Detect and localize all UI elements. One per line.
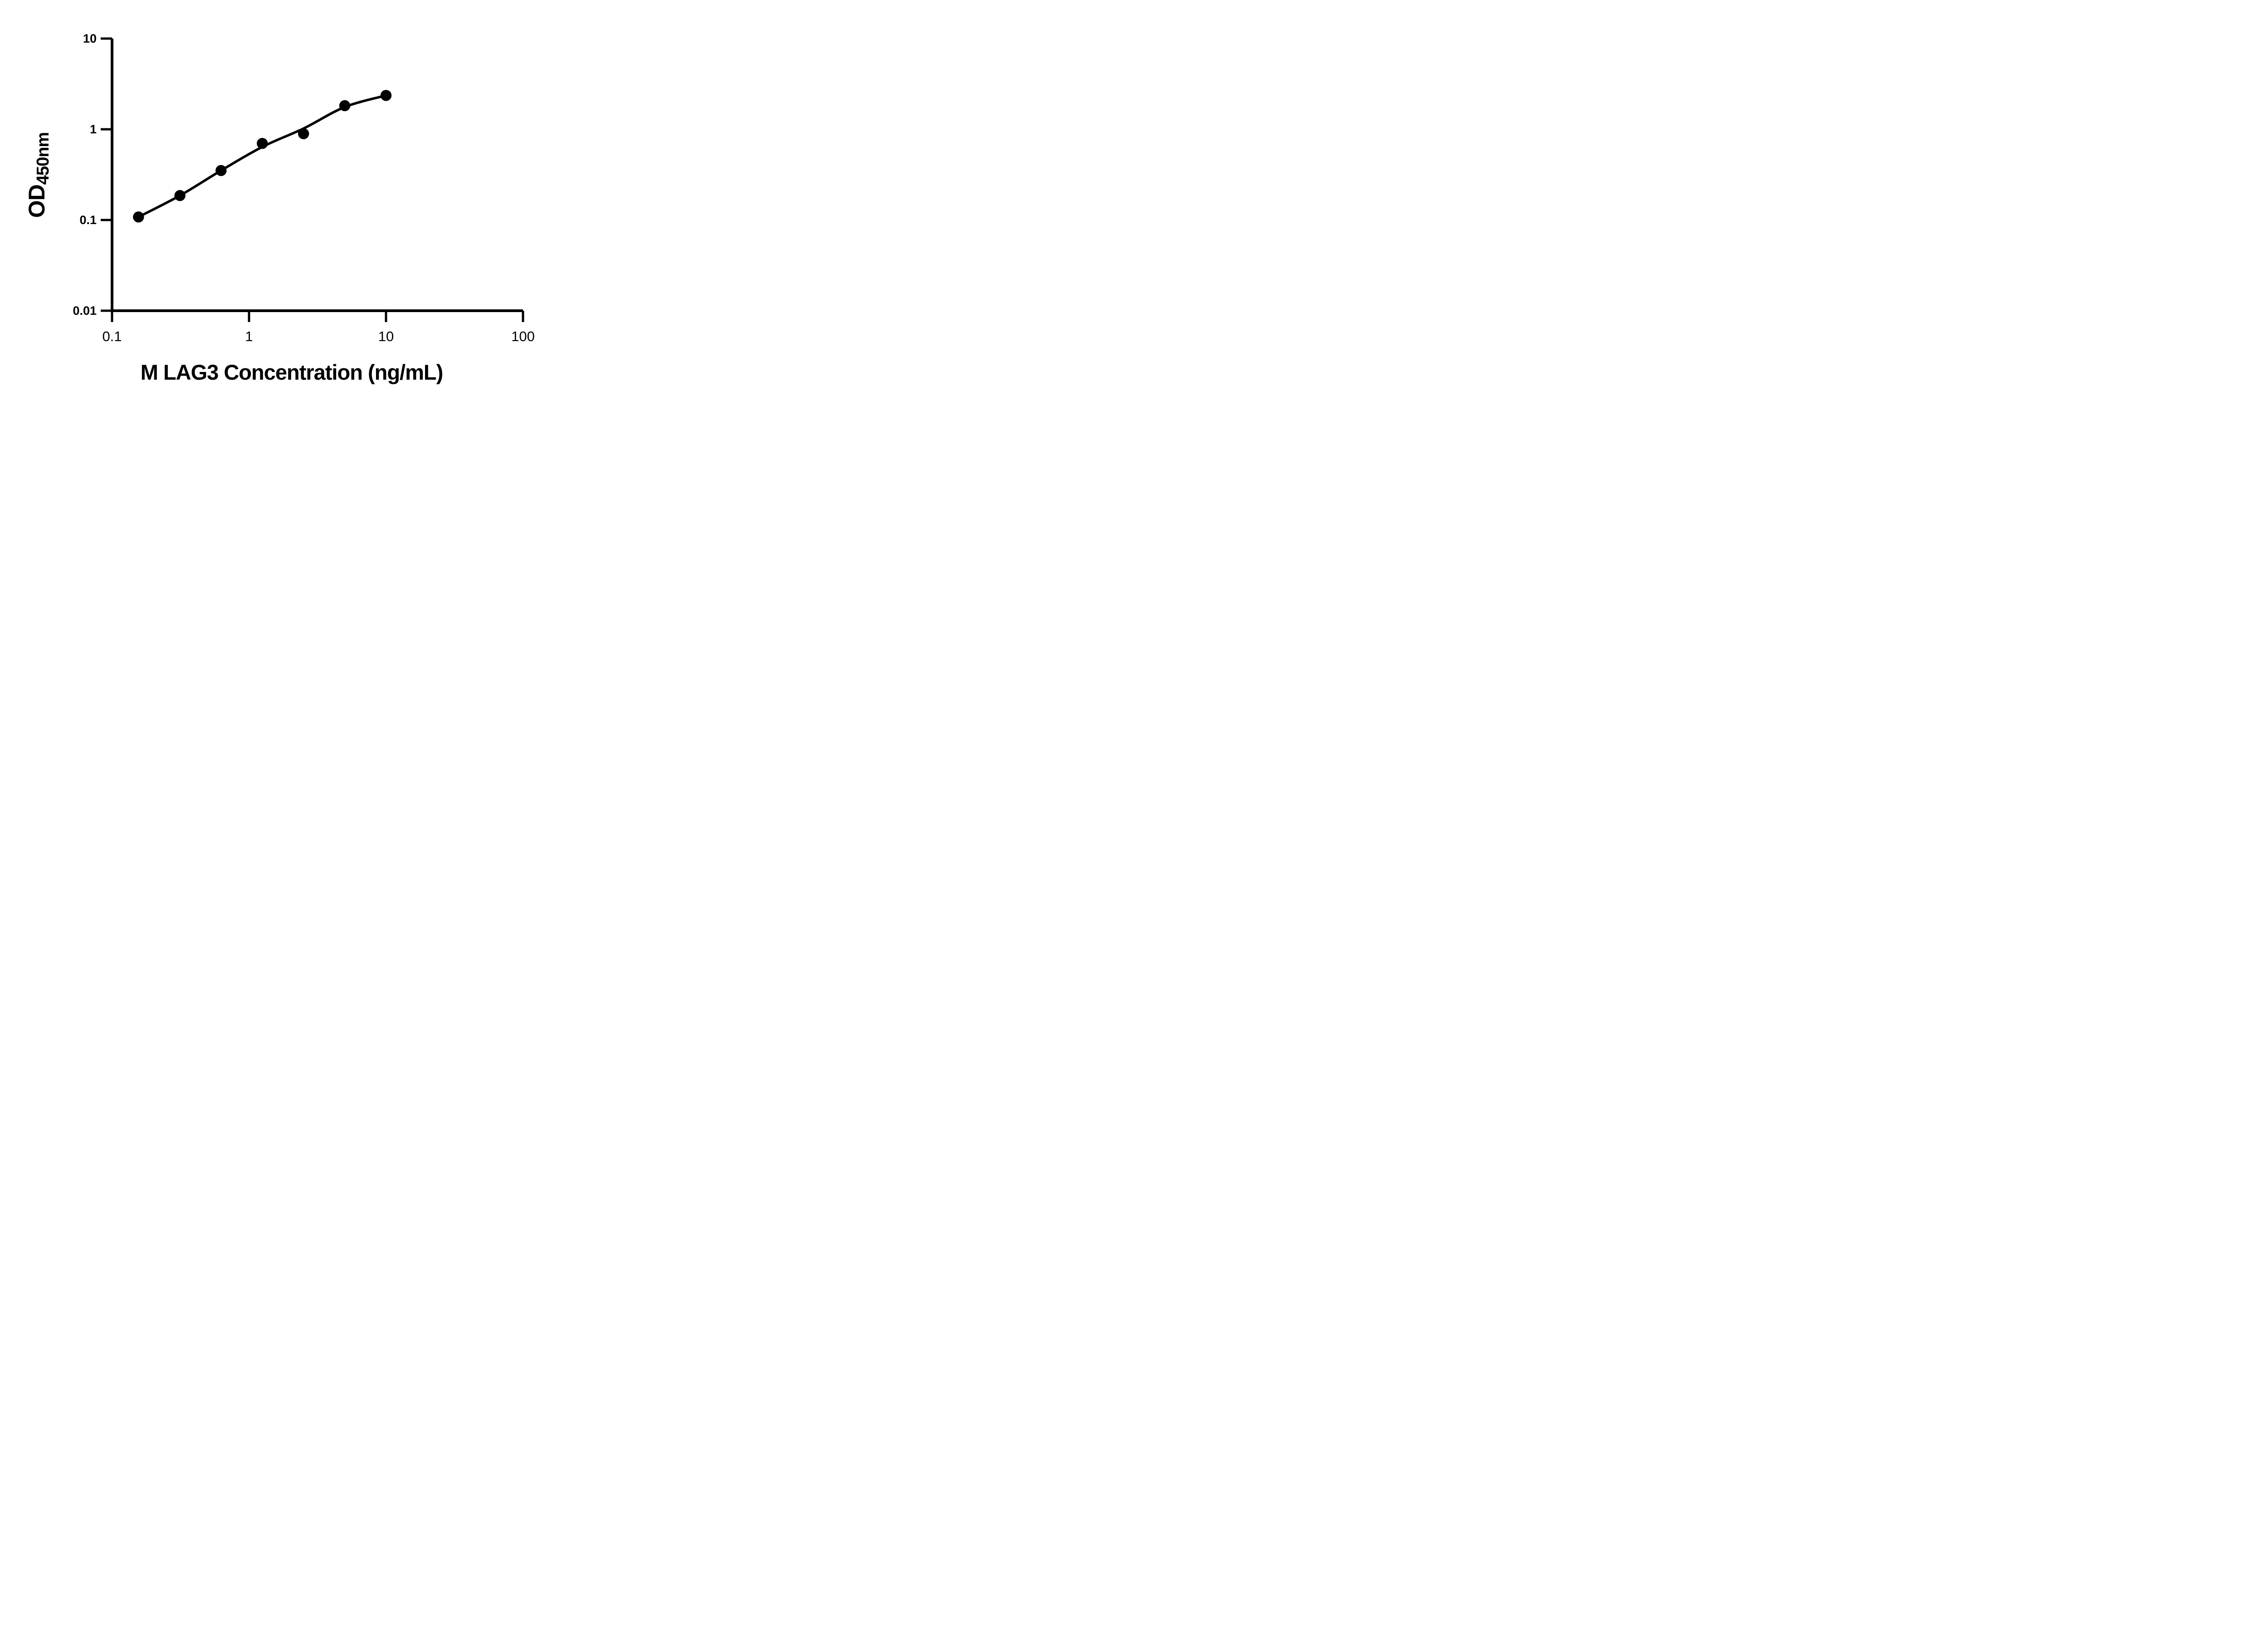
x-tick-label: 100 — [511, 328, 535, 344]
data-point — [257, 138, 268, 149]
data-point — [215, 165, 227, 176]
elisa-standard-curve-figure: 10 1 0.1 0.01 0.1 1 10 100 M LAG3 Concentration… — [0, 0, 583, 408]
y-tick-label: 10 — [83, 32, 97, 45]
y-axis-title-main: OD — [24, 185, 49, 218]
x-axis-title: M LAG3 Concentration (ng/mL) — [140, 360, 444, 384]
y-tick-label: 0.1 — [79, 213, 97, 227]
y-axis-title-subscript: 450nm — [34, 132, 53, 185]
x-tick-label: 1 — [245, 328, 253, 344]
y-tick-label: 1 — [90, 122, 97, 136]
data-point — [174, 190, 186, 201]
data-point — [380, 90, 392, 101]
y-axis-title: OD450nm — [24, 0, 53, 357]
data-point — [133, 211, 144, 223]
x-tick-label: 0.1 — [102, 328, 122, 344]
x-tick-label: 10 — [378, 328, 394, 344]
data-point — [339, 100, 351, 112]
chart-canvas: 10 1 0.1 0.01 0.1 1 10 100 — [73, 32, 535, 344]
axes-frame — [111, 39, 523, 312]
data-point — [298, 128, 309, 139]
y-tick-label: 0.01 — [73, 304, 97, 318]
